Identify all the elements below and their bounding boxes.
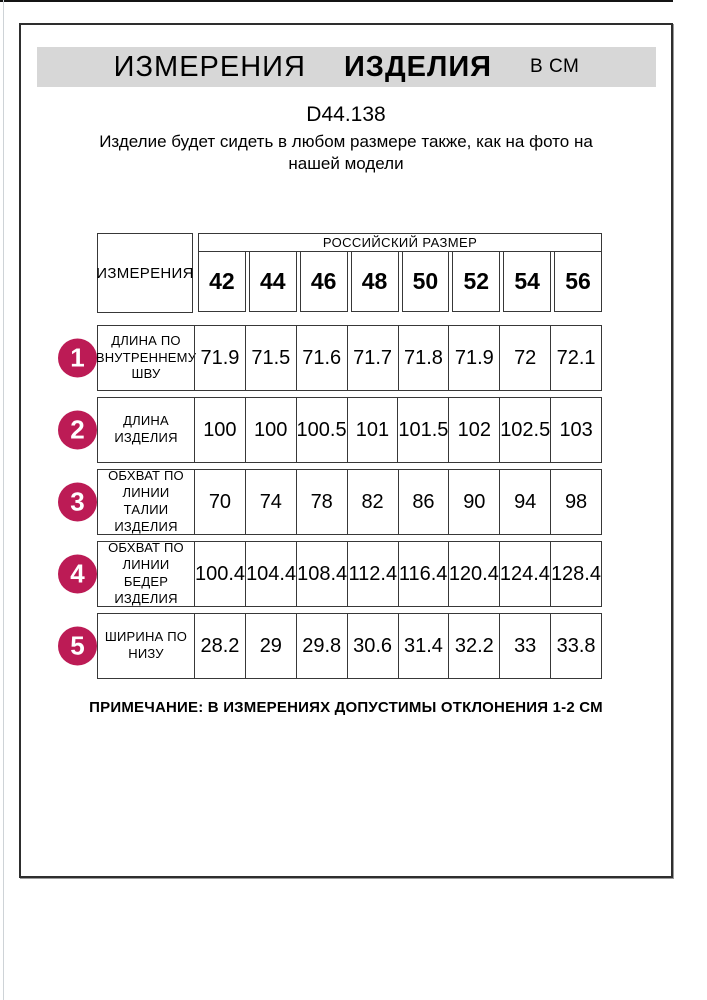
size-table: ИЗМЕРЕНИЯ РОССИЙСКИЙ РАЗМЕР 42 44 46 48 50 52… (58, 233, 602, 679)
value-cell: 71.5 (244, 326, 296, 390)
title-bar: ИЗМЕРЕНИЯ ИЗДЕЛИЯ В СМ (37, 47, 656, 87)
scan-edge-top-line (0, 0, 673, 2)
row-label: ОБХВАТ ПО ЛИНИИ БЕДЕР ИЗДЕЛИЯ (108, 540, 184, 606)
value-cell: 100 (194, 398, 245, 462)
value-cell: 108.4 (296, 542, 347, 606)
table-row: 4 ОБХВАТ ПО ЛИНИИ БЕДЕР ИЗДЕЛИЯ 100.4 104… (58, 540, 602, 607)
value-cell: 29.8 (295, 614, 347, 678)
value-cell: 116.4 (397, 542, 448, 606)
value-cell: 71.8 (397, 326, 449, 390)
row-number: 1 (70, 342, 85, 373)
description-line-2: нашей модели (288, 154, 404, 174)
value-cell: 74 (244, 470, 296, 534)
row-number: 2 (70, 414, 85, 445)
title-word-izdeliya: ИЗДЕЛИЯ (343, 50, 493, 83)
value-cell: 94 (499, 470, 550, 534)
row-number: 3 (70, 486, 85, 517)
size-header-cell: 50 (401, 251, 450, 312)
value-cell: 90 (448, 470, 499, 534)
value-cell: 104.4 (245, 542, 296, 606)
value-cell: 71.9 (448, 326, 499, 390)
row-number-badge: 3 (58, 482, 97, 522)
size-header-cell: 46 (299, 251, 348, 312)
value-cell: 112.4 (347, 542, 397, 606)
table-row: 2 ДЛИНА ИЗДЕЛИЯ 100 100 100.5 101 101.5 102 10… (58, 397, 602, 463)
value-cell: 71.7 (346, 326, 398, 390)
document-frame: ИЗМЕРЕНИЯ ИЗДЕЛИЯ В СМ D44.138 Изделие б… (19, 23, 673, 878)
row-number: 4 (70, 558, 85, 589)
row-number-badge: 2 (58, 410, 97, 450)
table-row: 1 ДЛИНА ПО ВНУТРЕННЕМУ ШВУ 71.9 71.5 71.6 7… (58, 325, 602, 391)
value-cell: 100.4 (194, 542, 245, 606)
value-cell: 101.5 (397, 398, 448, 462)
value-cell: 33.8 (550, 614, 601, 678)
size-header-cell: 54 (503, 251, 552, 312)
table-row: 3 ОБХВАТ ПО ЛИНИИ ТАЛИИ ИЗДЕЛИЯ 70 74 78 82… (58, 468, 602, 535)
row-number-badge: 5 (58, 626, 97, 666)
value-cell: 33 (499, 614, 550, 678)
size-header-cell: 42 (198, 251, 246, 312)
table-header: ИЗМЕРЕНИЯ РОССИЙСКИЙ РАЗМЕР 42 44 46 48 50 52… (96, 233, 602, 313)
size-header-cell: 44 (248, 251, 297, 312)
row-number: 5 (70, 630, 85, 661)
table-row: 5 ШИРИНА ПО НИЗУ 28.2 29 29.8 30.6 31.4 32.2 3… (58, 613, 602, 679)
value-cell: 101 (346, 398, 398, 462)
value-cell: 78 (295, 470, 347, 534)
row-label: ДЛИНА ПО ВНУТРЕННЕМУ ШВУ (95, 332, 197, 382)
size-header-cell: 48 (350, 251, 399, 312)
value-cell: 72.1 (550, 326, 601, 390)
size-group-header: РОССИЙСКИЙ РАЗМЕР (198, 233, 602, 252)
sizes-header-block: РОССИЙСКИЙ РАЗМЕР 42 44 46 48 50 52 54 56 (198, 233, 602, 312)
size-header-row: 42 44 46 48 50 52 54 56 (198, 251, 602, 312)
article-number: D44.138 (306, 103, 386, 126)
value-cell: 128.4 (549, 542, 601, 606)
table-body: 1 ДЛИНА ПО ВНУТРЕННЕМУ ШВУ 71.9 71.5 71.6 7… (58, 325, 602, 679)
title-word-izmereniya: ИЗМЕРЕНИЯ (113, 50, 306, 83)
description-line-1: Изделие будет сидеть в любом размере так… (99, 132, 593, 151)
note-text: ПРИМЕЧАНИЕ: В ИЗМЕРЕНИЯХ ДОПУСТИМЫ ОТКЛО… (89, 699, 603, 716)
measurements-column-header: ИЗМЕРЕНИЯ (96, 233, 193, 313)
scan-edge-left-line (3, 0, 4, 1000)
value-cell: 71.9 (194, 326, 245, 390)
value-cell: 100 (244, 398, 296, 462)
value-cell: 103 (550, 398, 601, 462)
value-cell: 30.6 (346, 614, 398, 678)
row-label: ОБХВАТ ПО ЛИНИИ ТАЛИИ ИЗДЕЛИЯ (108, 468, 184, 534)
value-cell: 82 (346, 470, 398, 534)
value-cell: 29 (244, 614, 296, 678)
value-cell: 72 (499, 326, 550, 390)
value-cell: 70 (194, 470, 245, 534)
value-cell: 32.2 (448, 614, 499, 678)
title-unit-cm: В СМ (530, 56, 580, 77)
value-cell: 102 (448, 398, 499, 462)
row-number-badge: 4 (58, 554, 97, 594)
description-text: Изделие будет сидеть в любом размере так… (21, 131, 671, 175)
value-cell: 120.4 (447, 542, 499, 606)
value-cell: 100.5 (295, 398, 347, 462)
value-cell: 124.4 (498, 542, 550, 606)
row-number-badge: 1 (58, 338, 97, 378)
row-label: ШИРИНА ПО НИЗУ (104, 629, 188, 661)
value-cell: 31.4 (397, 614, 449, 678)
row-label: ДЛИНА ИЗДЕЛИЯ (114, 413, 178, 445)
value-cell: 28.2 (194, 614, 245, 678)
value-cell: 71.6 (295, 326, 347, 390)
size-header-cell: 52 (452, 251, 501, 312)
value-cell: 98 (550, 470, 601, 534)
value-cell: 102.5 (499, 398, 550, 462)
value-cell: 86 (397, 470, 449, 534)
size-header-cell: 56 (554, 251, 602, 312)
